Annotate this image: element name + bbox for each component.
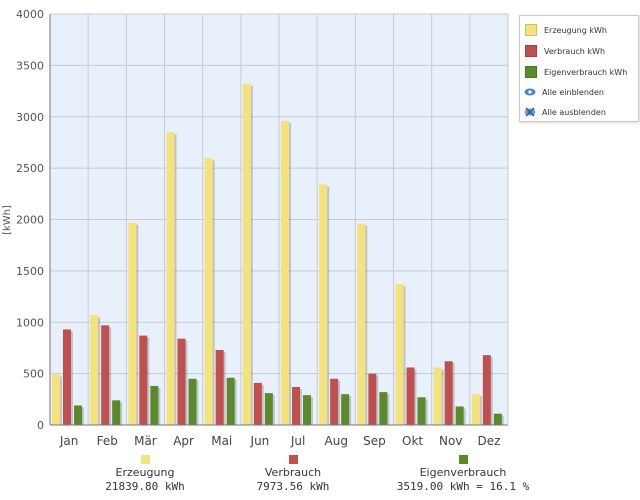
bar-erzeugung xyxy=(90,315,99,425)
bar-verbrauch xyxy=(177,338,186,425)
x-tick-label: Jan xyxy=(59,434,79,448)
x-tick-label: Okt xyxy=(402,434,423,448)
summary-label-verbrauch: Verbrauch xyxy=(264,466,322,479)
hide-all-label: Alle ausblenden xyxy=(542,107,606,117)
legend-item-verbrauch[interactable]: Verbrauch kWh xyxy=(520,43,638,59)
bar-erzeugung xyxy=(395,284,404,425)
bar-erzeugung xyxy=(357,223,366,425)
summary-value-verbrauch: 7973.56 kWh xyxy=(256,480,330,493)
bar-erzeugung xyxy=(433,367,442,425)
x-tick-label: Apr xyxy=(173,434,194,448)
summary-verbrauch: Verbrauch 7973.56 kWh xyxy=(223,455,363,494)
summary-label-eigenverbrauch: Eigenverbrauch xyxy=(419,466,507,479)
y-tick-label: 1500 xyxy=(16,265,44,278)
x-tick-label: Feb xyxy=(97,434,118,448)
summary-swatch-eigenverbrauch xyxy=(458,455,468,464)
summary-label-erzeugung: Erzeugung xyxy=(115,466,175,479)
bar-erzeugung xyxy=(166,132,175,425)
eye-crossed-icon xyxy=(524,107,536,117)
bar-verbrauch xyxy=(368,373,377,425)
y-tick-label: 1000 xyxy=(16,316,44,329)
eye-icon xyxy=(524,88,536,96)
bar-verbrauch xyxy=(101,325,110,425)
bar-eigenverbrauch xyxy=(74,405,82,425)
bar-eigenverbrauch xyxy=(493,413,502,425)
bar-verbrauch xyxy=(330,378,339,425)
legend-swatch-erzeugung xyxy=(525,24,537,36)
legend: Erzeugung kWh Verbrauch kWh Eigenverbrau… xyxy=(519,15,639,122)
legend-label-erzeugung: Erzeugung kWh xyxy=(544,25,607,35)
show-all-label: Alle einblenden xyxy=(542,87,604,97)
bar-verbrauch xyxy=(139,335,148,425)
bar-erzeugung xyxy=(319,184,328,425)
y-axis-label: [kWh] xyxy=(2,205,13,235)
legend-swatch-eigenverbrauch xyxy=(525,66,537,78)
legend-swatch-verbrauch xyxy=(525,45,537,57)
bar-eigenverbrauch xyxy=(264,393,273,425)
summary-erzeugung: Erzeugung 21839.80 kWh xyxy=(75,455,215,494)
x-tick-label: Aug xyxy=(325,434,348,448)
bar-verbrauch xyxy=(292,386,300,425)
bar-eigenverbrauch xyxy=(112,400,121,425)
x-tick-label: Dez xyxy=(477,434,500,448)
x-tick-label: Mär xyxy=(134,434,157,448)
bar-erzeugung xyxy=(204,157,213,425)
x-tick-label: Mai xyxy=(211,434,232,448)
summary-swatch-erzeugung xyxy=(140,455,150,464)
legend-label-eigenverbrauch: Eigenverbrauch kWh xyxy=(544,67,628,77)
y-tick-label: 3000 xyxy=(16,111,44,124)
bar-eigenverbrauch xyxy=(188,378,197,425)
x-tick-label: Sep xyxy=(363,434,386,448)
bar-eigenverbrauch xyxy=(226,377,235,425)
y-tick-label: 2500 xyxy=(16,162,44,175)
summary-swatch-verbrauch xyxy=(288,455,298,464)
bar-eigenverbrauch xyxy=(455,406,464,425)
legend-item-erzeugung[interactable]: Erzeugung kWh xyxy=(520,22,638,38)
y-tick-label: 0 xyxy=(37,419,44,432)
bar-erzeugung xyxy=(281,120,289,426)
show-all-button[interactable]: Alle einblenden xyxy=(520,84,638,100)
hide-all-button[interactable]: Alle ausblenden xyxy=(520,104,638,120)
bar-verbrauch xyxy=(215,349,224,425)
bar-erzeugung xyxy=(242,83,251,426)
bar-verbrauch xyxy=(482,355,491,425)
y-tick-label: 500 xyxy=(23,368,44,381)
x-tick-label: Jun xyxy=(250,434,270,448)
summary-value-eigenverbrauch: 3519.00 kWh = 16.1 % xyxy=(396,480,530,493)
bar-verbrauch xyxy=(63,329,71,425)
bar-erzeugung xyxy=(128,222,137,425)
bar-verbrauch xyxy=(444,361,453,425)
legend-item-eigenverbrauch[interactable]: Eigenverbrauch kWh xyxy=(520,64,638,80)
bar-eigenverbrauch xyxy=(303,395,311,425)
bar-eigenverbrauch xyxy=(417,397,426,425)
legend-label-verbrauch: Verbrauch kWh xyxy=(544,46,606,56)
summary-value-erzeugung: 21839.80 kWh xyxy=(105,480,185,493)
y-tick-label: 4000 xyxy=(16,8,44,21)
x-tick-label: Nov xyxy=(439,434,462,448)
x-tick-label: Jul xyxy=(290,434,305,448)
bar-eigenverbrauch xyxy=(341,394,350,425)
summary-eigenverbrauch: Eigenverbrauch 3519.00 kWh = 16.1 % xyxy=(372,455,554,494)
y-tick-label: 3500 xyxy=(16,59,44,72)
bar-verbrauch xyxy=(253,382,262,425)
bar-verbrauch xyxy=(406,367,415,425)
bar-eigenverbrauch xyxy=(150,385,159,425)
bar-erzeugung xyxy=(52,374,60,425)
bar-eigenverbrauch xyxy=(379,392,388,425)
y-tick-label: 2000 xyxy=(16,214,44,227)
bar-erzeugung xyxy=(471,394,480,425)
